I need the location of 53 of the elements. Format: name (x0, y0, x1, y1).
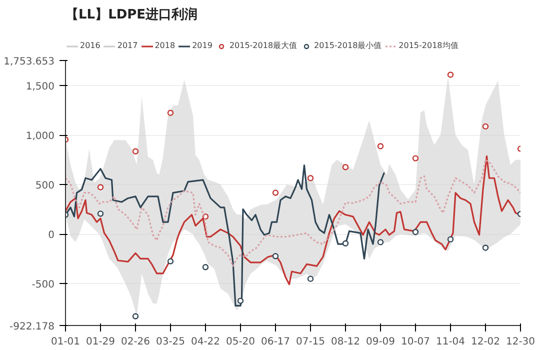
y-tick-label: -922.178 (10, 322, 55, 332)
point (272, 253, 279, 260)
y-tick-label: 0 (48, 230, 55, 242)
legend-label: 2018 (154, 40, 176, 50)
point (132, 313, 139, 320)
y-tick-label: 1,000 (26, 131, 55, 142)
y-tick-label: 500 (35, 180, 55, 192)
point (412, 228, 419, 236)
legend-label: 2017 (117, 40, 138, 50)
x-tick-label: 12-02 (470, 336, 500, 348)
y-tick-label: -500 (32, 280, 55, 291)
x-tick-label: 06-17 (260, 336, 290, 348)
x-tick-label: 10-07 (400, 336, 430, 348)
point (167, 258, 174, 264)
line-series (66, 155, 520, 286)
x-tick-label: 11-04 (436, 336, 466, 348)
point (377, 239, 384, 246)
point (132, 148, 139, 154)
legend-label: 2019 (192, 40, 212, 50)
point (342, 240, 349, 246)
point (342, 164, 349, 170)
point (97, 184, 104, 190)
point (272, 190, 279, 196)
x-tick-label: 02-26 (120, 336, 150, 348)
point (377, 143, 384, 150)
point (447, 236, 454, 242)
point (307, 276, 314, 282)
point (202, 264, 209, 270)
point (307, 175, 314, 182)
x-tick-label: 12-30 (506, 336, 536, 348)
legend-label: 2015-2018均值 (398, 40, 458, 51)
y-tick-label: 1,753.653 (4, 56, 55, 68)
point (167, 110, 174, 116)
line-series (66, 158, 520, 267)
x-tick-label: 03-25 (156, 336, 186, 348)
x-tick-label: 09-09 (366, 336, 396, 348)
point (482, 244, 489, 251)
x-tick-label: 01-01 (50, 336, 80, 348)
x-tick-label: 05-20 (226, 336, 256, 348)
legend-label: 2016 (80, 40, 100, 50)
legend-label: 2015-2018最小值 (314, 40, 382, 51)
point (447, 72, 454, 78)
x-tick-label: 07-15 (296, 336, 326, 348)
x-tick-label: 08-12 (330, 336, 360, 348)
point (237, 298, 244, 304)
point (482, 123, 489, 130)
legend-label: 2015-2018最大值 (229, 40, 298, 51)
y-tick-label: 1,500 (26, 82, 55, 93)
point (97, 210, 104, 217)
chart-title: 【LL】LDPE进口利润 (66, 6, 198, 22)
x-tick-label: 01-29 (86, 336, 116, 348)
x-tick-label: 04-22 (190, 336, 220, 348)
point (412, 155, 419, 162)
